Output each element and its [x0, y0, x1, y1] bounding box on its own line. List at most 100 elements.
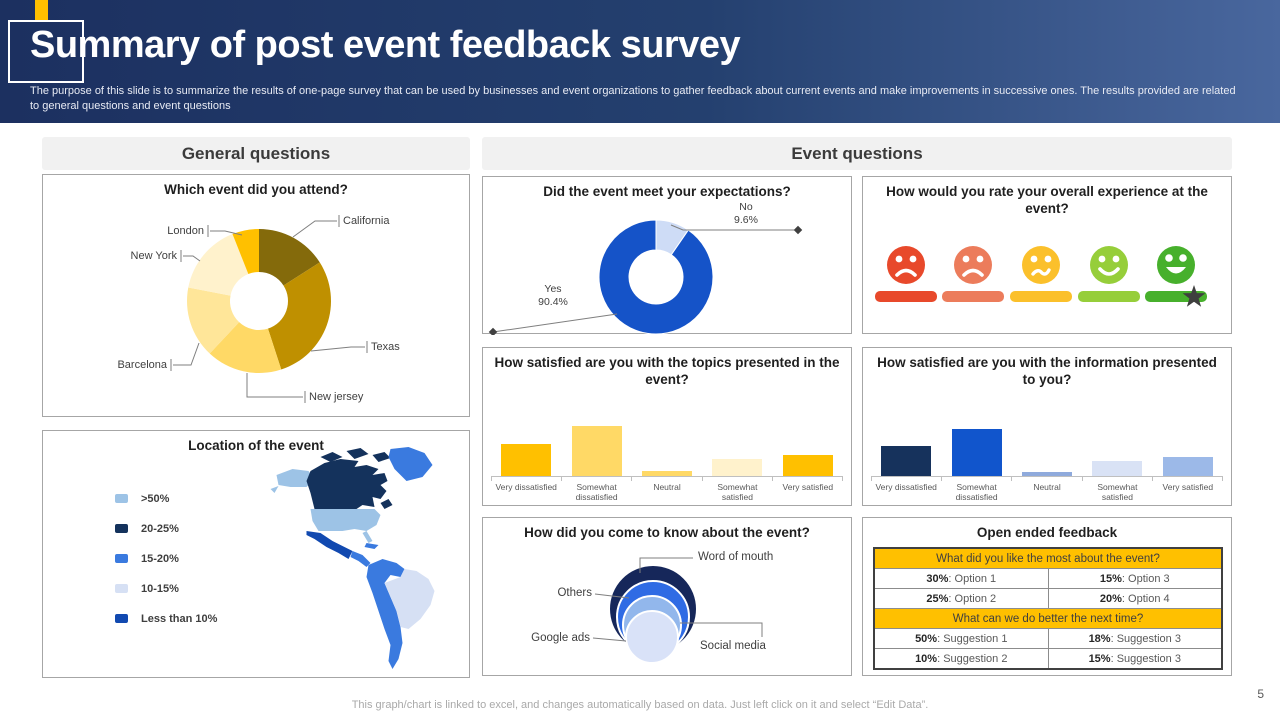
expectations-donut-chart[interactable] — [483, 177, 853, 335]
map-legend: >50% 20-25% 15-20% 10-15% Less than 10% — [115, 493, 217, 643]
emoji-very-satisfied-icon[interactable] — [1157, 246, 1195, 284]
pie-segment-new-jersey[interactable] — [209, 322, 282, 374]
legend-item: 15-20% — [115, 552, 217, 565]
bar-very-satisfied[interactable] — [782, 455, 833, 476]
accent-bar — [35, 0, 48, 21]
category-labels: Very dissatisfied Somewhat dissatisfied N… — [875, 482, 1214, 503]
legend-item: Less than 10% — [115, 612, 218, 625]
region-newfoundland — [380, 499, 393, 509]
donut-segments[interactable] — [187, 229, 332, 374]
pie-label-london: London — [167, 225, 204, 237]
map-regions[interactable] — [270, 447, 435, 669]
bar-somewhat-satisfied[interactable] — [1092, 461, 1143, 476]
emoji-very-dissatisfied-icon[interactable] — [887, 246, 925, 284]
pie-label-no: No 9.6% — [734, 201, 758, 226]
legend-swatch — [115, 494, 128, 503]
topics-bar-chart[interactable] — [491, 404, 843, 477]
chart-title: Open ended feedback — [976, 525, 1118, 540]
bubble-google-ads[interactable] — [625, 610, 679, 664]
legend-label: 15-20% — [141, 552, 179, 565]
pie-segment-yes[interactable] — [598, 219, 714, 335]
donut-segments[interactable] — [598, 219, 714, 335]
region-canada-arctic — [320, 452, 343, 462]
pie-label-texas: Texas — [371, 341, 400, 353]
bar-neutral[interactable] — [642, 471, 693, 476]
legend-item: 10-15% — [115, 582, 217, 595]
legend-item: >50% — [115, 492, 217, 505]
category-labels: Very dissatisfied Somewhat dissatisfied N… — [495, 482, 834, 503]
bubble-label-word-of-mouth: Word of mouth — [698, 551, 774, 563]
feedback-section-header: What can we do better the next time? — [873, 608, 1223, 629]
chart-title: How satisfied are you with the informati… — [877, 355, 1217, 388]
region-united-states — [310, 509, 381, 531]
bubble-label-others: Others — [557, 587, 592, 599]
feedback-cell: 20%Option 4 — [1047, 588, 1223, 609]
emoji-neutral-icon[interactable] — [1022, 246, 1060, 284]
region-central-america — [350, 551, 371, 567]
pie-label-new-york: New York — [130, 250, 177, 262]
panel-event-location: Location of the event >50% 20-25% 15-20%… — [42, 430, 470, 678]
legend-item: 20-25% — [115, 522, 217, 535]
chart-title: How did you come to know about the event… — [524, 525, 810, 540]
legend-label: Less than 10% — [141, 612, 218, 625]
region-canada-arctic — [346, 448, 369, 459]
bubble-label-google-ads: Google ads — [531, 632, 590, 644]
section-header-event-questions: Event questions — [482, 137, 1232, 170]
feedback-section-header: What did you like the most about the eve… — [873, 547, 1223, 569]
page-title: Summary of post event feedback survey — [30, 24, 741, 66]
slide-subtitle: The purpose of this slide is to summariz… — [30, 85, 1236, 112]
bubble-label-social-media: Social media — [700, 640, 766, 652]
pie-segment-texas[interactable] — [267, 262, 332, 370]
legend-label: 20-25% — [141, 522, 179, 535]
bar-very-dissatisfied[interactable] — [881, 446, 932, 476]
feedback-cell: 30%Option 1 — [873, 568, 1049, 589]
pie-segment-new-york[interactable] — [188, 234, 249, 296]
slide-header: Summary of post event feedback survey Th… — [0, 0, 1280, 123]
title-outline-box — [8, 20, 84, 83]
emoji-satisfied-icon[interactable] — [1090, 246, 1128, 284]
panel-event-attended: Which event did you attend? California L… — [42, 174, 470, 417]
feedback-cell: 18%Suggestion 3 — [1047, 628, 1223, 649]
region-greenland — [388, 447, 433, 481]
bar-very-satisfied[interactable] — [1162, 457, 1213, 476]
bar-very-dissatisfied[interactable] — [501, 444, 552, 476]
page-number: 5 — [1257, 687, 1264, 701]
chart-title: Which event did you attend? — [164, 182, 348, 197]
pie-segment-california[interactable] — [259, 229, 320, 286]
panel-open-ended-feedback: Open ended feedback What did you like th… — [862, 517, 1232, 676]
bar-neutral[interactable] — [1022, 472, 1073, 476]
pie-label-barcelona: Barcelona — [117, 359, 167, 371]
pie-segment-london[interactable] — [232, 229, 260, 275]
axis-ticks — [871, 477, 1223, 481]
region-canada-arctic — [372, 452, 391, 462]
selected-rating-star-icon — [1182, 285, 1206, 307]
leader-lines — [592, 557, 763, 642]
region-caribbean — [364, 543, 379, 549]
region-mexico — [306, 531, 353, 559]
legend-swatch — [115, 554, 128, 563]
rating-bars — [875, 291, 1207, 302]
chart-title: Did the event meet your expectations? — [543, 184, 791, 199]
feedback-cell: 10%Suggestion 2 — [873, 648, 1049, 670]
region-andean-south-america — [366, 559, 405, 669]
bar-somewhat-dissatisfied[interactable] — [951, 429, 1002, 476]
bar-somewhat-dissatisfied[interactable] — [571, 426, 622, 476]
legend-label: >50% — [141, 492, 170, 505]
pie-label-yes: Yes 90.4% — [538, 283, 568, 308]
information-bar-chart[interactable] — [871, 404, 1223, 477]
panel-topics-satisfaction: How satisfied are you with the topics pr… — [482, 347, 852, 506]
emoji-dissatisfied-icon[interactable] — [954, 246, 992, 284]
emoji-rating-scale[interactable] — [863, 177, 1233, 335]
chart-title: How satisfied are you with the topics pr… — [494, 355, 840, 388]
pie-segment-barcelona[interactable] — [187, 287, 240, 354]
legend-label: 10-15% — [141, 582, 179, 595]
region-brazil — [384, 569, 435, 629]
americas-choropleth-map[interactable] — [249, 445, 461, 673]
bar-somewhat-satisfied[interactable] — [712, 459, 763, 476]
panel-information-satisfaction: How satisfied are you with the informati… — [862, 347, 1232, 506]
region-florida — [362, 531, 373, 543]
legend-swatch — [115, 614, 128, 623]
nested-bubble-chart[interactable] — [483, 518, 853, 677]
event-attended-donut-chart[interactable] — [43, 175, 471, 418]
